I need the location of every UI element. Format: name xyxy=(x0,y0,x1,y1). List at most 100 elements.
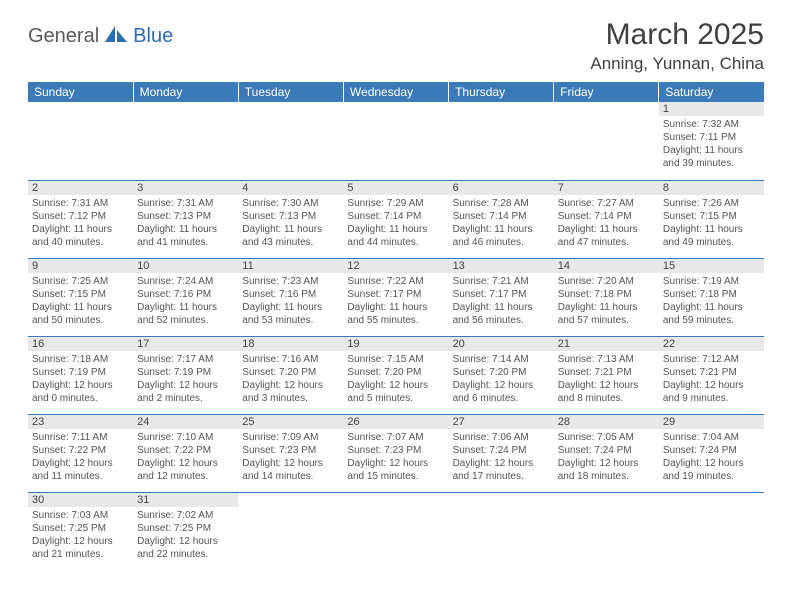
daylight-line-1: Daylight: 12 hours xyxy=(242,379,339,392)
sunset-line: Sunset: 7:20 PM xyxy=(242,366,339,379)
daylight-line-1: Daylight: 11 hours xyxy=(32,223,129,236)
sunset-line: Sunset: 7:13 PM xyxy=(242,210,339,223)
day-details: Sunrise: 7:07 AMSunset: 7:23 PMDaylight:… xyxy=(343,429,448,483)
sunrise-line: Sunrise: 7:30 AM xyxy=(242,197,339,210)
sunset-line: Sunset: 7:16 PM xyxy=(242,288,339,301)
day-number: 10 xyxy=(133,259,238,273)
sunset-line: Sunset: 7:19 PM xyxy=(137,366,234,379)
day-details: Sunrise: 7:30 AMSunset: 7:13 PMDaylight:… xyxy=(238,195,343,249)
day-number: 16 xyxy=(28,337,133,351)
calendar-cell: 11Sunrise: 7:23 AMSunset: 7:16 PMDayligh… xyxy=(238,258,343,336)
calendar-cell: 28Sunrise: 7:05 AMSunset: 7:24 PMDayligh… xyxy=(554,414,659,492)
calendar-cell: 12Sunrise: 7:22 AMSunset: 7:17 PMDayligh… xyxy=(343,258,448,336)
day-number: 1 xyxy=(659,102,764,116)
day-number: 7 xyxy=(554,181,659,195)
daylight-line-2: and 56 minutes. xyxy=(453,314,550,327)
daylight-line-2: and 12 minutes. xyxy=(137,470,234,483)
sunset-line: Sunset: 7:18 PM xyxy=(663,288,760,301)
sunrise-line: Sunrise: 7:15 AM xyxy=(347,353,444,366)
sunrise-line: Sunrise: 7:07 AM xyxy=(347,431,444,444)
daylight-line-1: Daylight: 12 hours xyxy=(137,379,234,392)
sunset-line: Sunset: 7:15 PM xyxy=(663,210,760,223)
calendar-body: 1Sunrise: 7:32 AMSunset: 7:11 PMDaylight… xyxy=(28,102,764,570)
day-details: Sunrise: 7:25 AMSunset: 7:15 PMDaylight:… xyxy=(28,273,133,327)
logo-text-blue: Blue xyxy=(133,25,173,48)
sunset-line: Sunset: 7:19 PM xyxy=(32,366,129,379)
sunrise-line: Sunrise: 7:25 AM xyxy=(32,275,129,288)
sunrise-line: Sunrise: 7:22 AM xyxy=(347,275,444,288)
sunset-line: Sunset: 7:14 PM xyxy=(347,210,444,223)
daylight-line-2: and 18 minutes. xyxy=(558,470,655,483)
sunset-line: Sunset: 7:22 PM xyxy=(137,444,234,457)
sunrise-line: Sunrise: 7:04 AM xyxy=(663,431,760,444)
daylight-line-1: Daylight: 11 hours xyxy=(137,223,234,236)
sunset-line: Sunset: 7:13 PM xyxy=(137,210,234,223)
day-number: 19 xyxy=(343,337,448,351)
sunrise-line: Sunrise: 7:10 AM xyxy=(137,431,234,444)
calendar-cell: 8Sunrise: 7:26 AMSunset: 7:15 PMDaylight… xyxy=(659,180,764,258)
day-details: Sunrise: 7:16 AMSunset: 7:20 PMDaylight:… xyxy=(238,351,343,405)
calendar-cell: 3Sunrise: 7:31 AMSunset: 7:13 PMDaylight… xyxy=(133,180,238,258)
calendar-cell xyxy=(238,102,343,180)
sunrise-line: Sunrise: 7:29 AM xyxy=(347,197,444,210)
sunrise-line: Sunrise: 7:31 AM xyxy=(32,197,129,210)
day-details: Sunrise: 7:18 AMSunset: 7:19 PMDaylight:… xyxy=(28,351,133,405)
day-number: 3 xyxy=(133,181,238,195)
day-number: 23 xyxy=(28,415,133,429)
daylight-line-1: Daylight: 11 hours xyxy=(663,223,760,236)
day-number: 21 xyxy=(554,337,659,351)
day-number: 18 xyxy=(238,337,343,351)
daylight-line-2: and 46 minutes. xyxy=(453,236,550,249)
calendar-cell: 7Sunrise: 7:27 AMSunset: 7:14 PMDaylight… xyxy=(554,180,659,258)
calendar-row: 30Sunrise: 7:03 AMSunset: 7:25 PMDayligh… xyxy=(28,492,764,570)
daylight-line-1: Daylight: 11 hours xyxy=(242,223,339,236)
sunrise-line: Sunrise: 7:28 AM xyxy=(453,197,550,210)
sunrise-line: Sunrise: 7:12 AM xyxy=(663,353,760,366)
day-details: Sunrise: 7:19 AMSunset: 7:18 PMDaylight:… xyxy=(659,273,764,327)
day-details: Sunrise: 7:03 AMSunset: 7:25 PMDaylight:… xyxy=(28,507,133,561)
calendar-cell: 16Sunrise: 7:18 AMSunset: 7:19 PMDayligh… xyxy=(28,336,133,414)
sunrise-line: Sunrise: 7:17 AM xyxy=(137,353,234,366)
day-details: Sunrise: 7:17 AMSunset: 7:19 PMDaylight:… xyxy=(133,351,238,405)
day-number: 25 xyxy=(238,415,343,429)
calendar-cell: 31Sunrise: 7:02 AMSunset: 7:25 PMDayligh… xyxy=(133,492,238,570)
calendar-cell: 21Sunrise: 7:13 AMSunset: 7:21 PMDayligh… xyxy=(554,336,659,414)
calendar-cell: 2Sunrise: 7:31 AMSunset: 7:12 PMDaylight… xyxy=(28,180,133,258)
day-number: 9 xyxy=(28,259,133,273)
daylight-line-1: Daylight: 12 hours xyxy=(137,535,234,548)
sunset-line: Sunset: 7:24 PM xyxy=(453,444,550,457)
daylight-line-2: and 57 minutes. xyxy=(558,314,655,327)
daylight-line-2: and 49 minutes. xyxy=(663,236,760,249)
day-number: 24 xyxy=(133,415,238,429)
day-number: 30 xyxy=(28,493,133,507)
daylight-line-1: Daylight: 11 hours xyxy=(242,301,339,314)
day-number: 26 xyxy=(343,415,448,429)
calendar-cell: 9Sunrise: 7:25 AMSunset: 7:15 PMDaylight… xyxy=(28,258,133,336)
daylight-line-2: and 8 minutes. xyxy=(558,392,655,405)
day-number: 27 xyxy=(449,415,554,429)
calendar-cell: 23Sunrise: 7:11 AMSunset: 7:22 PMDayligh… xyxy=(28,414,133,492)
sunrise-line: Sunrise: 7:16 AM xyxy=(242,353,339,366)
sunset-line: Sunset: 7:24 PM xyxy=(558,444,655,457)
day-number: 29 xyxy=(659,415,764,429)
sunset-line: Sunset: 7:18 PM xyxy=(558,288,655,301)
daylight-line-2: and 55 minutes. xyxy=(347,314,444,327)
sunset-line: Sunset: 7:16 PM xyxy=(137,288,234,301)
calendar-cell xyxy=(133,102,238,180)
daylight-line-2: and 53 minutes. xyxy=(242,314,339,327)
sunrise-line: Sunrise: 7:02 AM xyxy=(137,509,234,522)
sunrise-line: Sunrise: 7:20 AM xyxy=(558,275,655,288)
sunrise-line: Sunrise: 7:24 AM xyxy=(137,275,234,288)
daylight-line-2: and 6 minutes. xyxy=(453,392,550,405)
sunrise-line: Sunrise: 7:32 AM xyxy=(663,118,760,131)
daylight-line-1: Daylight: 12 hours xyxy=(32,457,129,470)
sunrise-line: Sunrise: 7:14 AM xyxy=(453,353,550,366)
calendar-cell: 27Sunrise: 7:06 AMSunset: 7:24 PMDayligh… xyxy=(449,414,554,492)
daylight-line-2: and 50 minutes. xyxy=(32,314,129,327)
sunset-line: Sunset: 7:14 PM xyxy=(558,210,655,223)
calendar-cell: 14Sunrise: 7:20 AMSunset: 7:18 PMDayligh… xyxy=(554,258,659,336)
day-details: Sunrise: 7:06 AMSunset: 7:24 PMDaylight:… xyxy=(449,429,554,483)
calendar-cell: 17Sunrise: 7:17 AMSunset: 7:19 PMDayligh… xyxy=(133,336,238,414)
sunrise-line: Sunrise: 7:26 AM xyxy=(663,197,760,210)
sunset-line: Sunset: 7:15 PM xyxy=(32,288,129,301)
